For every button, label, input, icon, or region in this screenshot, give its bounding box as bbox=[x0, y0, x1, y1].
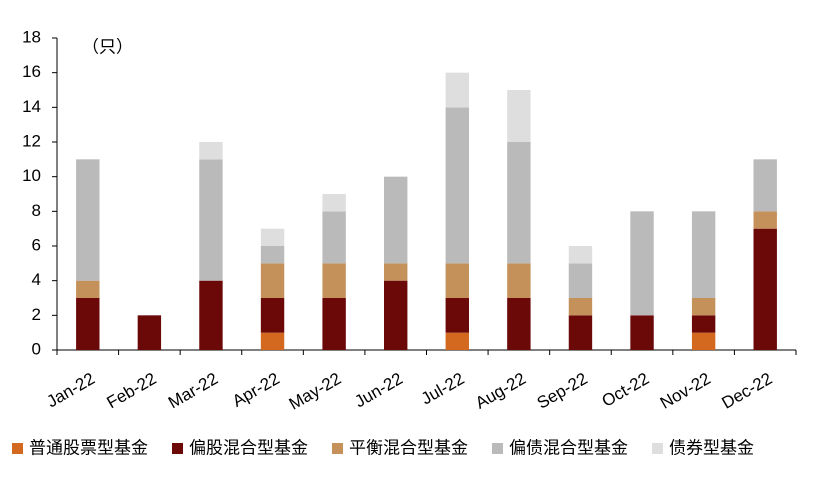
x-tick-label: Feb-22 bbox=[103, 369, 159, 412]
legend-swatch bbox=[172, 443, 183, 454]
bar-segment bbox=[199, 280, 223, 350]
x-tick-label: Jan-22 bbox=[44, 369, 99, 411]
legend-swatch bbox=[492, 443, 503, 454]
y-tick-label: 4 bbox=[32, 270, 41, 289]
bar-segment bbox=[76, 159, 100, 281]
legend-label: 平衡混合型基金 bbox=[349, 438, 468, 457]
y-tick-label: 2 bbox=[32, 305, 41, 324]
y-tick-label: 8 bbox=[32, 201, 41, 220]
bar-segment bbox=[322, 263, 346, 298]
x-tick-label: Dec-22 bbox=[718, 369, 775, 413]
bar-segment bbox=[568, 315, 593, 350]
bar-segment bbox=[445, 298, 469, 333]
y-tick-label: 10 bbox=[22, 166, 41, 185]
legend-label: 债券型基金 bbox=[669, 438, 754, 457]
y-tick-label: 0 bbox=[32, 339, 41, 358]
bar-segment bbox=[507, 142, 531, 264]
bar-segment bbox=[691, 315, 716, 333]
y-tick-label: 16 bbox=[22, 62, 41, 81]
y-tick-label: 14 bbox=[22, 97, 41, 116]
bar-segment bbox=[691, 211, 716, 298]
bar-segment bbox=[322, 298, 346, 350]
bar-segment bbox=[507, 90, 531, 142]
x-tick-label: Oct-22 bbox=[599, 369, 653, 411]
x-tick-label: Aug-22 bbox=[472, 369, 529, 413]
bar-segment bbox=[568, 298, 593, 316]
bar-segment bbox=[753, 211, 777, 229]
bar-segment bbox=[384, 176, 408, 264]
bar-segment bbox=[568, 263, 593, 298]
legend-swatch bbox=[12, 443, 23, 454]
x-tick-label: Apr-22 bbox=[229, 369, 283, 411]
bar-segment bbox=[445, 332, 469, 350]
legend-label: 偏股混合型基金 bbox=[189, 438, 308, 457]
bar-segment bbox=[630, 211, 654, 316]
legend-label: 偏债混合型基金 bbox=[509, 438, 628, 457]
bar-segment bbox=[568, 246, 593, 264]
legend-swatch bbox=[332, 443, 343, 454]
bar-segment bbox=[691, 298, 716, 316]
y-tick-label: 18 bbox=[22, 27, 41, 46]
bar-segment bbox=[445, 107, 469, 264]
x-tick-label: Nov-22 bbox=[657, 369, 714, 413]
bar-segment bbox=[260, 298, 285, 333]
bar-segment bbox=[199, 142, 223, 160]
bar-segment bbox=[753, 159, 777, 212]
bar-segment bbox=[199, 159, 223, 281]
bar-segment bbox=[384, 280, 408, 350]
y-tick-label: 6 bbox=[32, 235, 41, 254]
bar-segment bbox=[76, 280, 100, 298]
y-tick-label: 12 bbox=[22, 131, 41, 150]
unit-label: （只） bbox=[82, 37, 133, 56]
bar-segment bbox=[260, 246, 285, 264]
legend-swatch bbox=[652, 443, 663, 454]
bar-segment bbox=[445, 263, 469, 298]
x-tick-label: Mar-22 bbox=[165, 369, 221, 412]
bar-segment bbox=[445, 72, 469, 108]
bar-segment bbox=[691, 332, 716, 350]
bar-segment bbox=[260, 332, 285, 350]
bar-segment bbox=[507, 263, 531, 298]
bar-segment bbox=[260, 228, 285, 246]
bar-segment bbox=[322, 211, 346, 264]
legend-label: 普通股票型基金 bbox=[29, 438, 148, 457]
bar-segment bbox=[260, 263, 285, 298]
bar-segment bbox=[76, 298, 100, 350]
bar-segment bbox=[630, 315, 654, 350]
bar-segment bbox=[137, 315, 162, 350]
x-tick-label: May-22 bbox=[286, 369, 345, 414]
bar-segment bbox=[507, 298, 531, 350]
bar-segment bbox=[384, 263, 408, 281]
x-tick-label: Sep-22 bbox=[534, 369, 591, 413]
bar-segment bbox=[753, 228, 777, 350]
bar-segment bbox=[322, 194, 346, 212]
x-tick-label: Jul-22 bbox=[418, 369, 468, 409]
x-tick-label: Jun-22 bbox=[351, 369, 406, 411]
